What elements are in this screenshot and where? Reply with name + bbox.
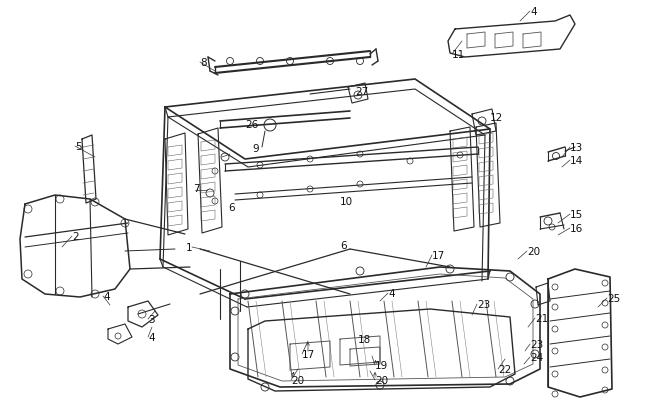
Text: 27: 27 (355, 87, 369, 97)
Text: 9: 9 (252, 144, 259, 153)
Text: 1: 1 (185, 243, 192, 252)
Text: 10: 10 (340, 196, 353, 207)
Text: 6: 6 (228, 202, 235, 213)
Text: 6: 6 (340, 241, 346, 250)
Text: 4: 4 (530, 7, 537, 17)
Text: 2: 2 (72, 231, 79, 241)
Text: 11: 11 (452, 50, 465, 60)
Text: 14: 14 (570, 156, 583, 166)
Text: 4: 4 (148, 332, 155, 342)
Text: 17: 17 (302, 349, 315, 359)
Text: 21: 21 (535, 313, 548, 323)
Text: 4: 4 (388, 288, 395, 298)
Text: 20: 20 (291, 375, 304, 385)
Text: 16: 16 (570, 224, 583, 233)
Text: 20: 20 (375, 375, 388, 385)
Text: 7: 7 (193, 183, 200, 194)
Text: 8: 8 (200, 58, 207, 68)
Text: 23: 23 (477, 299, 490, 309)
Text: 24: 24 (530, 352, 543, 362)
Text: 20: 20 (527, 246, 540, 256)
Text: 17: 17 (432, 250, 445, 260)
Text: 22: 22 (498, 364, 512, 374)
Text: 26: 26 (245, 120, 258, 130)
Text: 19: 19 (375, 360, 388, 370)
Text: 5: 5 (75, 142, 82, 151)
Text: 18: 18 (358, 334, 371, 344)
Text: 15: 15 (570, 209, 583, 220)
Text: 23: 23 (530, 339, 543, 349)
Text: 13: 13 (570, 143, 583, 153)
Text: 12: 12 (490, 113, 503, 123)
Text: 4: 4 (103, 291, 110, 301)
Text: 25: 25 (607, 293, 620, 303)
Text: 3: 3 (148, 314, 155, 324)
